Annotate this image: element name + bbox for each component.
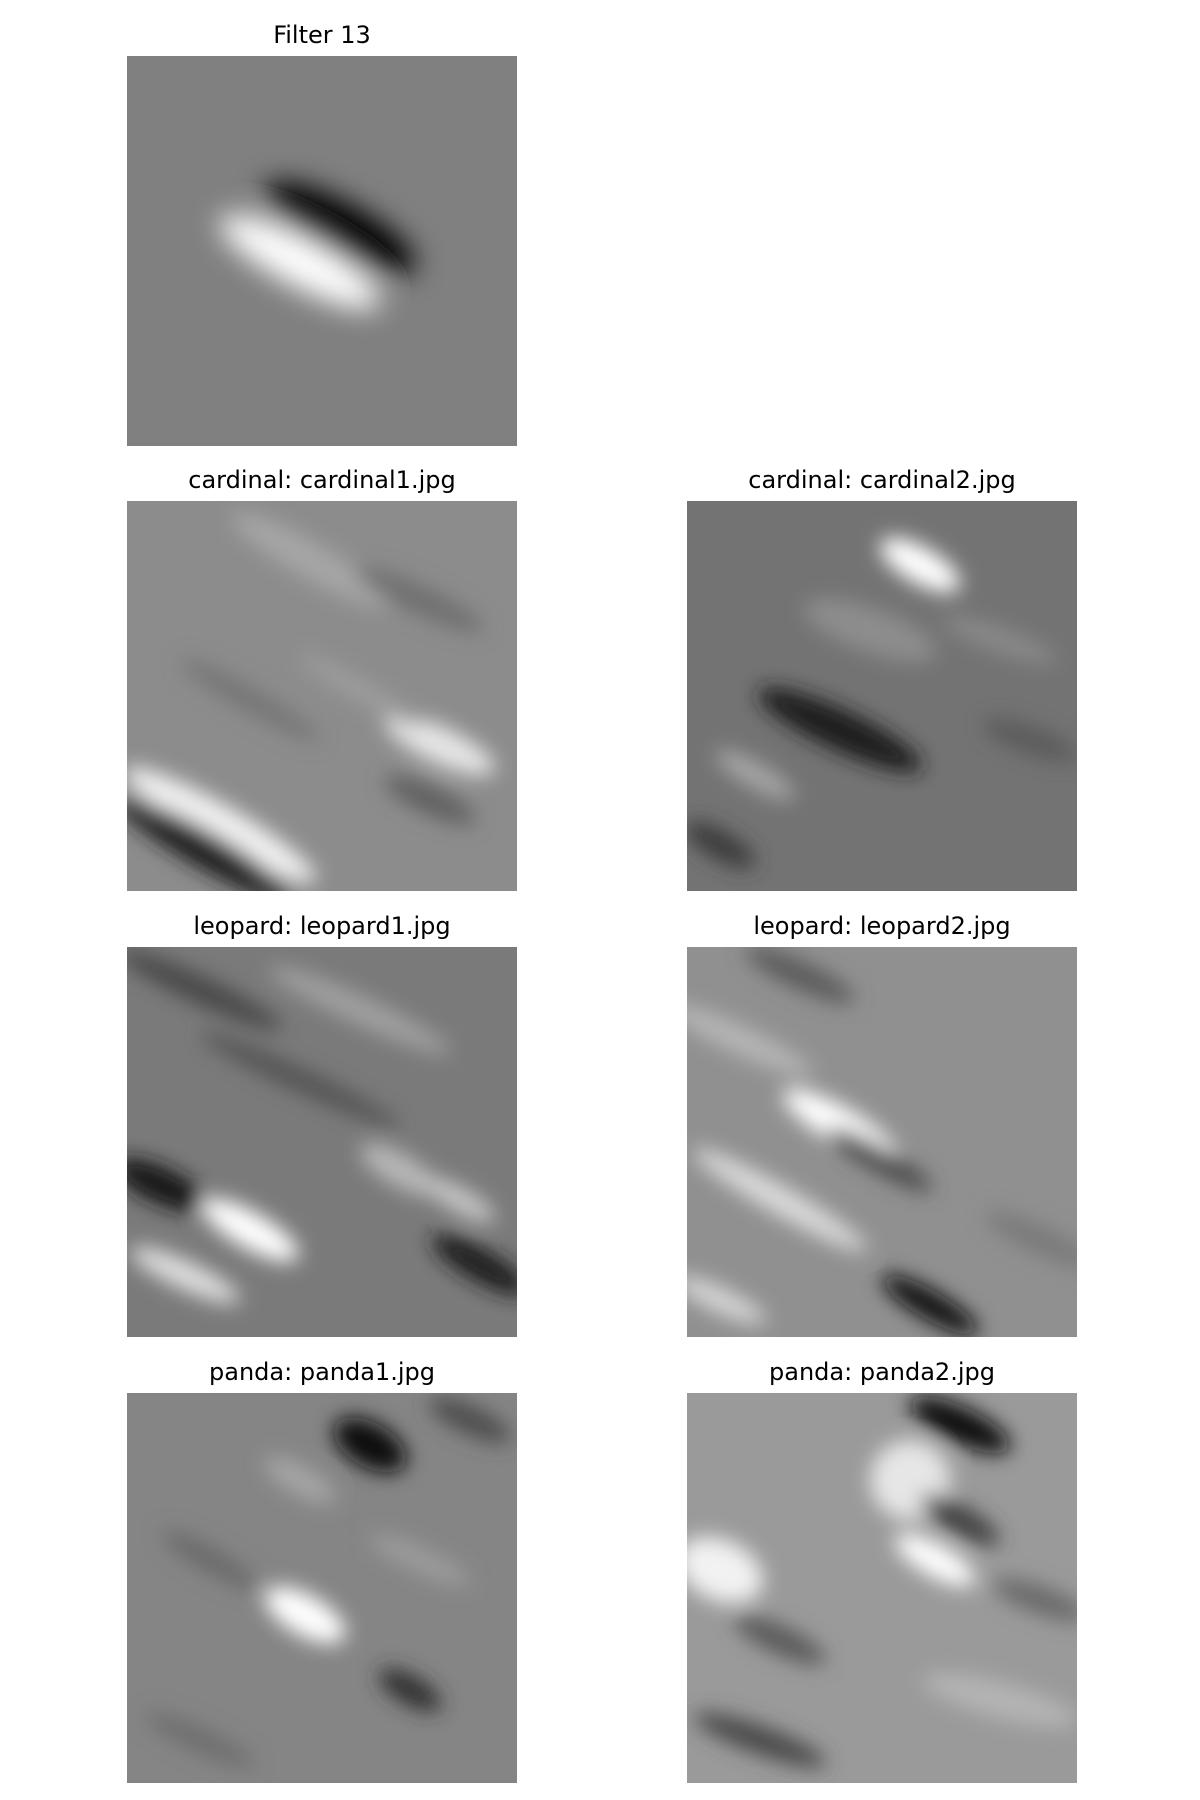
panel-panda2: panda: panda2.jpg xyxy=(687,1358,1077,1783)
response-image xyxy=(687,501,1077,891)
panel-title: cardinal: cardinal2.jpg xyxy=(748,466,1015,494)
panel-cardinal2: cardinal: cardinal2.jpg xyxy=(687,466,1077,891)
panel-panda1: panda: panda1.jpg xyxy=(127,1358,517,1783)
panel-title: panda: panda2.jpg xyxy=(769,1358,995,1386)
panel-leopard1: leopard: leopard1.jpg xyxy=(127,912,517,1337)
panel-title: leopard: leopard2.jpg xyxy=(753,912,1010,940)
panel-title: cardinal: cardinal1.jpg xyxy=(188,466,455,494)
response-image xyxy=(127,501,517,891)
response-image xyxy=(687,947,1077,1337)
panel-title: Filter 13 xyxy=(273,21,371,49)
panel-filter: Filter 13 xyxy=(127,21,517,446)
filter-image xyxy=(127,56,517,446)
panel-title: leopard: leopard1.jpg xyxy=(193,912,450,940)
panel-cardinal1: cardinal: cardinal1.jpg xyxy=(127,466,517,891)
panel-leopard2: leopard: leopard2.jpg xyxy=(687,912,1077,1337)
panel-title: panda: panda1.jpg xyxy=(209,1358,435,1386)
response-image xyxy=(127,1393,517,1783)
response-image xyxy=(687,1393,1077,1783)
response-image xyxy=(127,947,517,1337)
